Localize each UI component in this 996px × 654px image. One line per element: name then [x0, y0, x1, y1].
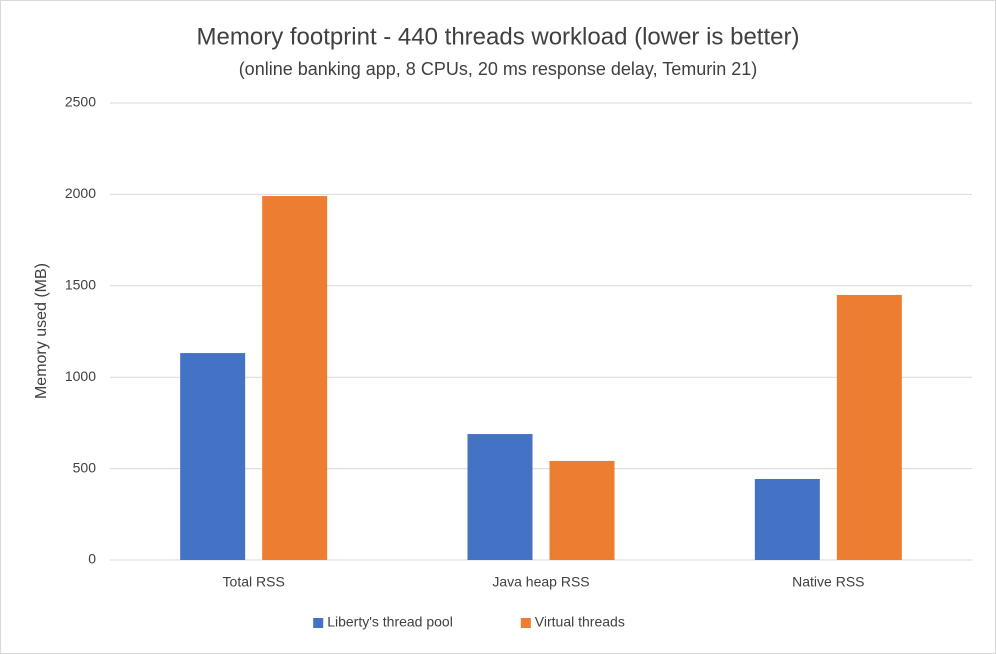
y-tick-label: 1500	[65, 277, 96, 293]
legend-label: Liberty's thread pool	[327, 614, 453, 630]
x-tick-label: Native RSS	[792, 574, 864, 590]
y-tick-label: 500	[73, 459, 97, 475]
bar	[549, 460, 615, 560]
legend-swatch	[520, 618, 531, 628]
y-tick-label: 1000	[65, 368, 96, 384]
y-axis-label: Memory used (MB)	[33, 263, 50, 399]
chart-title: Memory footprint - 440 threads workload …	[197, 23, 800, 50]
legend-label: Virtual threads	[535, 614, 625, 630]
bar	[262, 196, 328, 560]
x-tick-label: Total RSS	[223, 574, 285, 590]
bar	[754, 479, 820, 560]
chart-subtitle: (online banking app, 8 CPUs, 20 ms respo…	[239, 59, 758, 79]
bar	[467, 434, 533, 560]
y-tick-label: 2000	[65, 185, 96, 201]
legend-swatch	[313, 618, 324, 628]
y-tick-label: 2500	[65, 94, 96, 110]
bar	[836, 294, 902, 560]
x-tick-label: Java heap RSS	[492, 574, 589, 590]
bar	[180, 353, 246, 560]
y-tick-label: 0	[88, 551, 96, 567]
